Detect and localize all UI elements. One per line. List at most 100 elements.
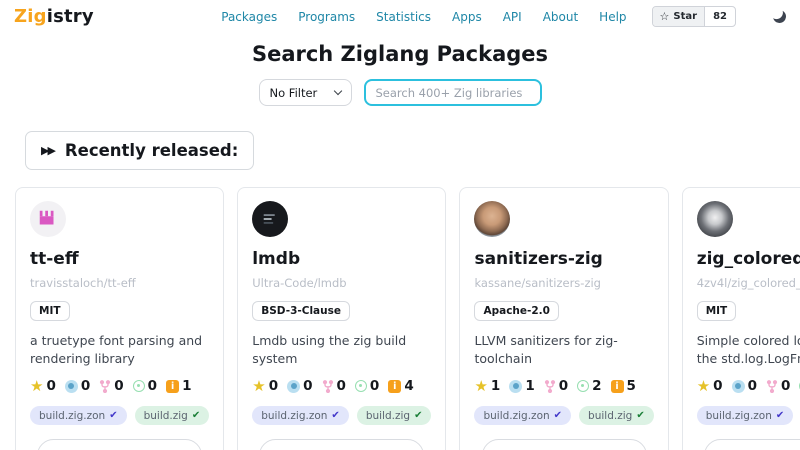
package-title[interactable]: tt-eff bbox=[30, 249, 79, 269]
stats-row: ★0 0 0 0 i1 bbox=[697, 378, 800, 394]
github-star-widget[interactable]: ☆ Star 82 bbox=[651, 6, 736, 27]
search-input[interactable] bbox=[363, 79, 542, 106]
github-star-button[interactable]: ☆ Star bbox=[652, 7, 706, 26]
info-icon: i bbox=[610, 379, 624, 393]
badge-label: build.zig bbox=[143, 409, 188, 422]
watchers-stat: 0 bbox=[287, 378, 313, 394]
star-count: 0 bbox=[46, 378, 56, 395]
watcher-count: 0 bbox=[747, 378, 757, 395]
build-zig-zon-badge: build.zig.zon ✔ bbox=[474, 406, 572, 426]
eye-icon bbox=[731, 379, 745, 393]
info-count: 1 bbox=[182, 378, 192, 395]
license-badge: Apache-2.0 bbox=[474, 301, 559, 321]
package-card: lmdb Ultra-Code/lmdb BSD-3-Clause Lmdb u… bbox=[237, 187, 447, 450]
build-zig-zon-badge: build.zig.zon ✔ bbox=[252, 406, 349, 426]
fork-icon bbox=[544, 379, 555, 393]
star-label: Star bbox=[673, 11, 698, 22]
nav-help[interactable]: Help bbox=[599, 9, 627, 24]
build-zig-zon-badge: build.zig.zon ✔ bbox=[30, 406, 127, 426]
star-icon: ★ bbox=[252, 376, 266, 395]
view-programs-button[interactable]: View programs bbox=[37, 439, 203, 450]
package-title[interactable]: sanitizers-zig bbox=[474, 249, 603, 269]
package-description: Simple colored logger for the std.log.Lo… bbox=[696, 333, 800, 367]
build-badges: build.zig.zon✔ build.zig✔ bbox=[30, 406, 210, 426]
nav-api[interactable]: API bbox=[502, 9, 522, 24]
check-icon: ✔ bbox=[553, 410, 563, 422]
dark-mode-moon-icon[interactable] bbox=[772, 9, 788, 25]
recently-released-label: Recently released: bbox=[64, 141, 239, 160]
avatar bbox=[30, 201, 66, 237]
package-description: Lmdb using the zig build system bbox=[252, 333, 407, 367]
avatar bbox=[252, 201, 289, 237]
package-card: zig_colored_logger 4zv4l/zig_colored_log… bbox=[681, 187, 800, 450]
build-zig-badge: build.zig ✔ bbox=[356, 406, 432, 426]
issue-count: 2 bbox=[592, 378, 602, 395]
avatar bbox=[474, 201, 511, 237]
issue-icon bbox=[577, 380, 590, 393]
check-icon: ✔ bbox=[775, 410, 785, 422]
issue-count: 0 bbox=[147, 378, 158, 395]
build-zig-badge: build.zig ✔ bbox=[579, 406, 654, 426]
check-icon: ✔ bbox=[191, 410, 201, 422]
nav-packages[interactable]: Packages bbox=[221, 9, 278, 24]
search-bar: No Filter bbox=[0, 79, 800, 106]
filter-selected-value: No Filter bbox=[269, 85, 318, 100]
package-title[interactable]: zig_colored_logger bbox=[696, 249, 800, 269]
recently-released-heading: ▶▶ Recently released: bbox=[25, 131, 255, 170]
package-repo: 4zv4l/zig_colored_logger bbox=[696, 276, 800, 290]
nav-statistics[interactable]: Statistics bbox=[376, 9, 431, 24]
star-count: 0 bbox=[713, 378, 723, 395]
star-count: 0 bbox=[268, 378, 279, 395]
star-icon: ★ bbox=[30, 376, 44, 395]
stars-stat: ★ 1 bbox=[474, 378, 500, 394]
nav-about[interactable]: About bbox=[542, 9, 579, 24]
avatar-image bbox=[39, 210, 54, 225]
logo-accent-text: Zig bbox=[14, 6, 47, 27]
view-programs-button[interactable]: View programs bbox=[481, 439, 647, 450]
fork-count: 0 bbox=[114, 378, 124, 395]
watchers-stat: 0 bbox=[64, 378, 90, 394]
view-programs-button[interactable]: View programs bbox=[703, 439, 800, 450]
build-zig-badge: build.zig ✔ bbox=[134, 406, 210, 426]
stars-stat: ★ 0 bbox=[30, 378, 56, 394]
watcher-count: 1 bbox=[525, 378, 535, 395]
build-badges: build.zig.zon✔ build.zig✔ bbox=[252, 406, 432, 426]
watchers-stat: 1 bbox=[509, 378, 535, 395]
forks-stat: 0 bbox=[322, 378, 346, 394]
filter-dropdown[interactable]: No Filter bbox=[258, 79, 352, 106]
badge-label: build.zig bbox=[588, 409, 633, 422]
star-count-badge: 82 bbox=[713, 11, 727, 22]
view-programs-button[interactable]: View programs bbox=[259, 439, 425, 450]
issues-stat: 0 bbox=[354, 378, 379, 394]
watchers-stat: 0 bbox=[731, 378, 757, 395]
license-badge: BSD-3-Clause bbox=[252, 301, 350, 321]
avatar bbox=[696, 201, 733, 237]
package-title[interactable]: lmdb bbox=[252, 249, 301, 269]
package-repo: travisstaloch/tt-eff bbox=[30, 276, 136, 290]
info-count: 4 bbox=[404, 378, 414, 395]
eye-icon bbox=[64, 379, 78, 393]
avatar-image bbox=[263, 214, 275, 224]
check-icon: ✔ bbox=[109, 410, 118, 422]
nav-apps[interactable]: Apps bbox=[452, 9, 482, 24]
check-icon: ✔ bbox=[636, 410, 645, 422]
forks-stat: 0 bbox=[766, 378, 790, 394]
issues-stat: 2 bbox=[577, 378, 602, 395]
badge-label: build.zig.zon bbox=[261, 409, 328, 422]
build-badges: build.zig.zon✔ build.zig✔ bbox=[474, 406, 654, 426]
chevron-down-icon bbox=[333, 86, 342, 96]
nav-programs[interactable]: Programs bbox=[298, 9, 356, 24]
star-icon: ★ bbox=[474, 376, 488, 395]
star-count: 1 bbox=[490, 378, 501, 395]
fork-icon bbox=[766, 379, 778, 393]
zigistry-logo[interactable]: Zigistry bbox=[14, 6, 94, 27]
package-description: LLVM sanitizers for zig-toolchain bbox=[474, 333, 618, 367]
package-card: sanitizers-zig kassane/sanitizers-zig Ap… bbox=[459, 187, 669, 450]
fork-count: 0 bbox=[336, 378, 346, 395]
license-badge: MIT bbox=[696, 301, 737, 321]
